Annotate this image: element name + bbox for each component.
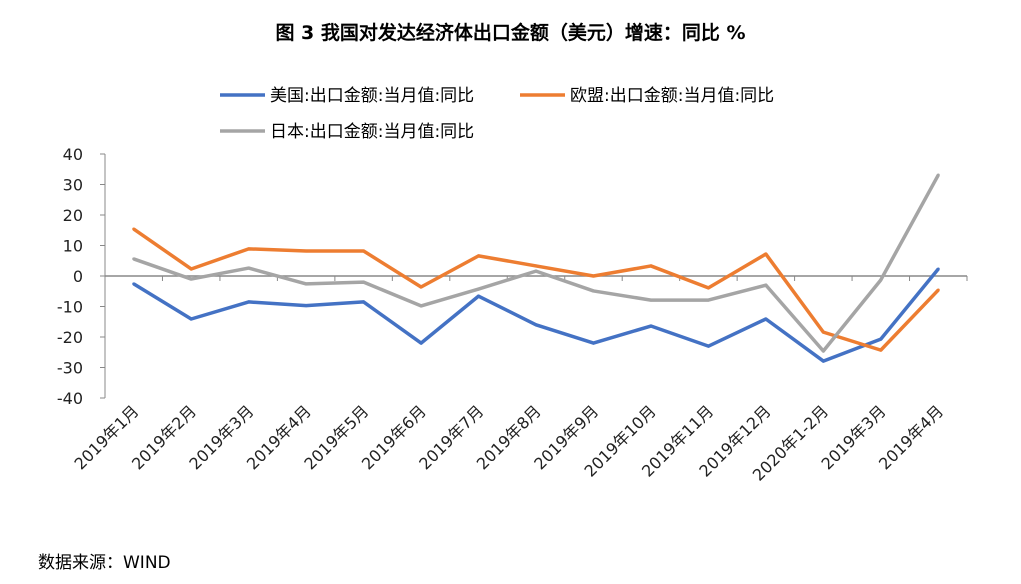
data-point <box>132 227 136 231</box>
data-point <box>821 330 825 334</box>
legend-label: 日本:出口金额:当月值:同比 <box>270 122 474 142</box>
data-point <box>649 264 653 268</box>
data-point <box>591 341 595 345</box>
legend-label: 美国:出口金额:当月值:同比 <box>270 86 474 106</box>
y-tick-label: 30 <box>63 176 83 195</box>
data-point <box>936 173 940 177</box>
data-point <box>764 317 768 321</box>
data-point <box>591 274 595 278</box>
data-point <box>879 278 883 282</box>
data-point <box>534 264 538 268</box>
y-tick-label: 0 <box>73 267 83 286</box>
data-point <box>477 294 481 298</box>
data-point <box>706 344 710 348</box>
data-point <box>534 269 538 273</box>
data-point <box>132 282 136 286</box>
data-point <box>247 266 251 270</box>
data-point <box>649 298 653 302</box>
data-point <box>764 252 768 256</box>
y-tick-label: -30 <box>57 359 83 378</box>
data-point <box>247 300 251 304</box>
data-point <box>419 304 423 308</box>
data-point <box>936 267 940 271</box>
data-point <box>591 289 595 293</box>
y-tick-label: -10 <box>57 298 83 317</box>
data-point <box>304 249 308 253</box>
data-point <box>534 323 538 327</box>
data-point <box>362 249 366 253</box>
y-tick-label: -20 <box>57 328 83 347</box>
data-point <box>879 337 883 341</box>
data-point <box>419 285 423 289</box>
chart-title: 图 3 我国对发达经济体出口金额（美元）增速：同比 % <box>275 22 746 44</box>
source-note: 数据来源：WIND <box>38 553 171 573</box>
data-point <box>879 348 883 352</box>
legend-label: 欧盟:出口金额:当月值:同比 <box>570 86 774 106</box>
data-point <box>304 282 308 286</box>
data-point <box>764 283 768 287</box>
data-point <box>821 359 825 363</box>
data-point <box>362 280 366 284</box>
data-point <box>477 254 481 258</box>
data-point <box>304 304 308 308</box>
data-point <box>247 247 251 251</box>
data-point <box>132 257 136 261</box>
data-point <box>189 277 193 281</box>
data-point <box>649 324 653 328</box>
y-tick-label: 40 <box>63 145 83 164</box>
series-line-0 <box>132 267 940 363</box>
y-tick-label: 20 <box>63 206 83 225</box>
data-point <box>706 286 710 290</box>
data-point <box>189 267 193 271</box>
data-point <box>821 349 825 353</box>
data-point <box>189 317 193 321</box>
y-tick-label: -40 <box>57 389 83 408</box>
data-point <box>706 298 710 302</box>
y-tick-label: 10 <box>63 237 83 256</box>
series-line-1 <box>132 227 940 352</box>
data-point <box>477 287 481 291</box>
data-point <box>419 341 423 345</box>
data-point <box>362 300 366 304</box>
data-point <box>936 288 940 292</box>
